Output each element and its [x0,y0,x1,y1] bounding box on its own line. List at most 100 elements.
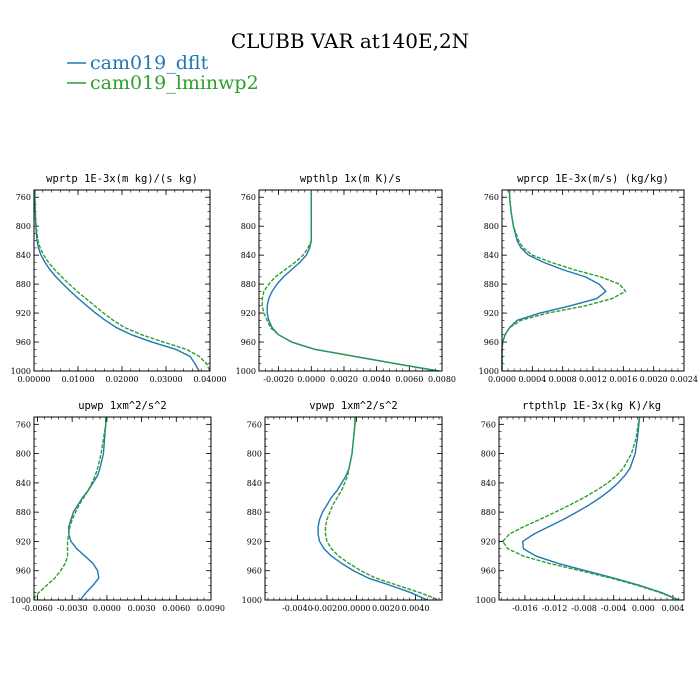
panel-5: vpwp 1xm^2/s^2 -0.0040-0.0020 0.0000 0.0020… [242,400,443,613]
y-tick-label: 880 [481,508,496,517]
panel-2: wpthlp 1x(m K)/s -0.0020 0.0000 0.0020 0.004… [236,173,456,384]
y-tick-label: 760 [247,420,262,429]
y-tick-label: 800 [484,222,499,231]
y-tick-label: 960 [247,567,262,576]
y-tick-label: 960 [16,567,31,576]
y-tick-label: 800 [16,222,31,231]
plot-frame [501,189,685,372]
plot-frame [264,416,443,601]
x-tick-label: 0.0060 [162,604,190,613]
panel-title: wpthlp 1x(m K)/s [300,173,401,185]
series-line-cam019_lminwp2 [501,190,627,371]
y-tick-label: 1000 [11,596,31,605]
series-line-cam019_lminwp2 [324,417,440,601]
x-tick-label: 0.0020 [640,375,668,384]
series-line-cam019_dflt [34,190,200,372]
plot-frame [33,416,212,601]
series-line-cam019_dflt [521,416,680,601]
panel-title: wprcp 1E-3x(m/s) (kg/kg) [517,173,669,185]
y-tick-label: 920 [481,537,496,546]
y-tick-label: 920 [16,309,31,318]
chart-panels: wprtp 1E-3x(m kg)/(s kg) 0.00000 0.01000 0.… [11,173,698,613]
x-tick-label: 0.0020 [330,375,358,384]
x-tick-label: -0.0020 [312,604,343,613]
y-tick-label: 1000 [476,596,496,605]
x-tick-label: 0.0012 [579,375,607,384]
x-tick-label: 0.00000 [17,375,50,384]
x-tick-label: -0.0030 [57,604,88,613]
y-tick-label: 920 [16,537,31,546]
y-tick-label: 840 [247,479,262,488]
x-tick-label: -0.004 [601,604,627,613]
x-tick-label: 0.0000 [93,604,121,613]
x-tick-label: 0.0000 [342,604,370,613]
x-tick-label: 0.0024 [670,375,698,384]
y-tick-label: 880 [241,280,256,289]
y-tick-label: 760 [484,193,499,202]
y-tick-label: 1000 [236,367,256,376]
x-tick-label: 0.0090 [197,604,225,613]
y-tick-label: 760 [481,420,496,429]
y-tick-label: 1000 [479,367,499,376]
series-line-cam019_dflt [68,417,107,601]
series-line-cam019_lminwp2 [261,190,439,372]
y-tick-label: 800 [241,222,256,231]
x-tick-label: 0.0060 [395,375,423,384]
x-tick-label: 0.04000 [193,375,226,384]
y-tick-label: 880 [16,508,31,517]
y-tick-label: 920 [484,309,499,318]
x-tick-label: 0.000 [632,604,655,613]
x-tick-label: -0.012 [542,604,568,613]
x-tick-label: 0.0080 [428,375,456,384]
x-tick-label: 0.0040 [401,604,429,613]
legend: cam019_dflt cam019_lminwp2 [67,52,259,94]
y-tick-label: 840 [16,251,31,260]
y-tick-label: 880 [484,280,499,289]
y-tick-label: 760 [16,193,31,202]
x-tick-label: 0.0008 [549,375,577,384]
panel-3: wprcp 1E-3x(m/s) (kg/kg)0.0000 0.0004 0.00… [479,173,698,384]
y-tick-label: 840 [16,479,31,488]
x-tick-label: 0.03000 [149,375,182,384]
series-line-cam019_lminwp2 [34,190,211,372]
y-tick-label: 1000 [242,596,262,605]
plot-frame [258,189,443,372]
y-tick-label: 760 [16,420,31,429]
panel-title: wprtp 1E-3x(m kg)/(s kg) [46,173,198,185]
y-tick-label: 960 [16,338,31,347]
x-tick-label: 0.02000 [105,375,138,384]
panel-6: rtpthlp 1E-3x(kg K)/kg -0.016 -0.012 -0.008… [476,400,685,613]
legend-label-lminwp2: cam019_lminwp2 [90,72,259,94]
series-line-cam019_lminwp2 [502,416,680,601]
panel-4: upwp 1xm^2/s^2 -0.0060 -0.0030 0.0000 0.0030… [11,400,225,613]
x-tick-label: 0.0040 [363,375,391,384]
x-tick-label: 0.0030 [128,604,156,613]
series-line-cam019_lminwp2 [32,417,107,601]
x-tick-label: 0.0000 [488,375,516,384]
y-tick-label: 800 [16,450,31,459]
x-tick-label: -0.0040 [282,604,313,613]
x-tick-label: -0.0060 [22,604,53,613]
y-tick-label: 960 [481,567,496,576]
plot-frame [33,189,211,372]
y-tick-label: 760 [241,193,256,202]
panel-title: upwp 1xm^2/s^2 [78,400,167,412]
panel-1: wprtp 1E-3x(m kg)/(s kg) 0.00000 0.01000 0.… [11,173,227,384]
y-tick-label: 840 [241,251,256,260]
y-tick-label: 800 [247,450,262,459]
x-tick-label: -0.0020 [263,375,294,384]
plot-frame [498,416,685,601]
y-tick-label: 960 [241,338,256,347]
y-tick-label: 960 [484,338,499,347]
x-tick-label: 0.0004 [518,375,546,384]
panel-title: rtpthlp 1E-3x(kg K)/kg [522,400,661,412]
x-tick-label: 0.01000 [61,375,94,384]
y-tick-label: 840 [481,479,496,488]
y-tick-label: 800 [481,450,496,459]
x-tick-label: -0.016 [512,604,538,613]
y-tick-label: 920 [241,309,256,318]
figure-title: CLUBB VAR at140E,2N [231,29,469,53]
x-tick-label: 0.004 [661,604,684,613]
